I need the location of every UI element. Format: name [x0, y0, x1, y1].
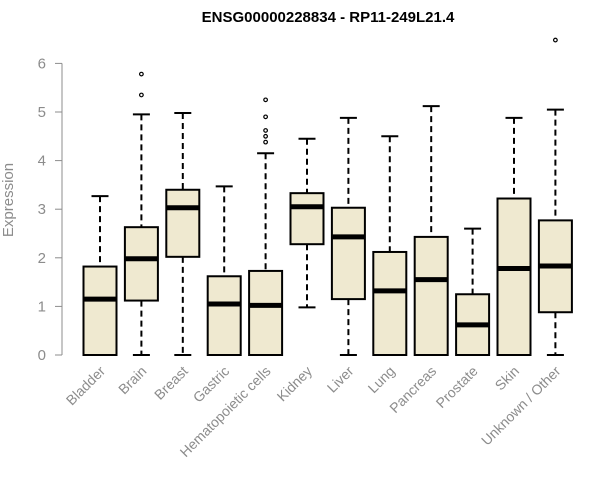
y-axis: 0 1 2 3 4 5 6 [38, 55, 63, 364]
outlier-point [263, 97, 269, 103]
box-group [82, 195, 118, 357]
outlier-point [263, 128, 269, 133]
box-iqr [123, 226, 159, 302]
box-group [455, 227, 491, 356]
box-group [496, 116, 532, 356]
box-iqr [289, 192, 325, 246]
x-category-label: Kidney [274, 363, 316, 405]
box-iqr [496, 197, 532, 356]
box-group [165, 111, 201, 356]
box-group [248, 97, 284, 356]
box-group [537, 37, 573, 356]
y-tick-label: 4 [38, 153, 46, 170]
box-group [206, 185, 242, 357]
box-group [289, 137, 325, 309]
box-iqr [248, 269, 284, 356]
x-category-label: Brain [115, 363, 149, 397]
outlier-point [553, 37, 558, 43]
y-tick-label: 3 [38, 201, 46, 218]
x-category-label: Skin [492, 363, 523, 394]
y-tick-label: 5 [38, 104, 46, 121]
box-iqr [206, 275, 242, 357]
box-group [413, 105, 449, 356]
x-category-label: Liver [324, 363, 357, 396]
box-iqr [165, 188, 201, 258]
box-group [123, 71, 159, 356]
y-tick-label: 1 [38, 298, 46, 315]
outlier-point [138, 71, 144, 77]
outlier-point [263, 133, 269, 139]
chart-title: ENSG00000228834 - RP11-249L21.4 [202, 9, 455, 26]
x-category-label: Prostate [433, 363, 481, 411]
outlier-point [263, 114, 269, 120]
outlier-point [263, 139, 269, 145]
y-tick-label: 2 [38, 250, 46, 267]
x-category-label: Lung [365, 363, 398, 396]
box-iqr [82, 265, 118, 357]
box-iqr [372, 250, 408, 356]
y-tick-label: 0 [38, 347, 46, 364]
outlier-point [138, 92, 144, 98]
box-iqr [413, 235, 449, 356]
box-group [330, 116, 366, 356]
x-category-label: Unknown / Other [478, 363, 564, 449]
box-series [82, 37, 573, 357]
x-category-label: Breast [151, 363, 191, 403]
box-iqr [330, 206, 366, 301]
y-tick-label: 6 [38, 55, 46, 72]
y-axis-label: Expression [0, 163, 17, 237]
box-group [372, 135, 408, 356]
x-category-label: Bladder [63, 363, 109, 409]
